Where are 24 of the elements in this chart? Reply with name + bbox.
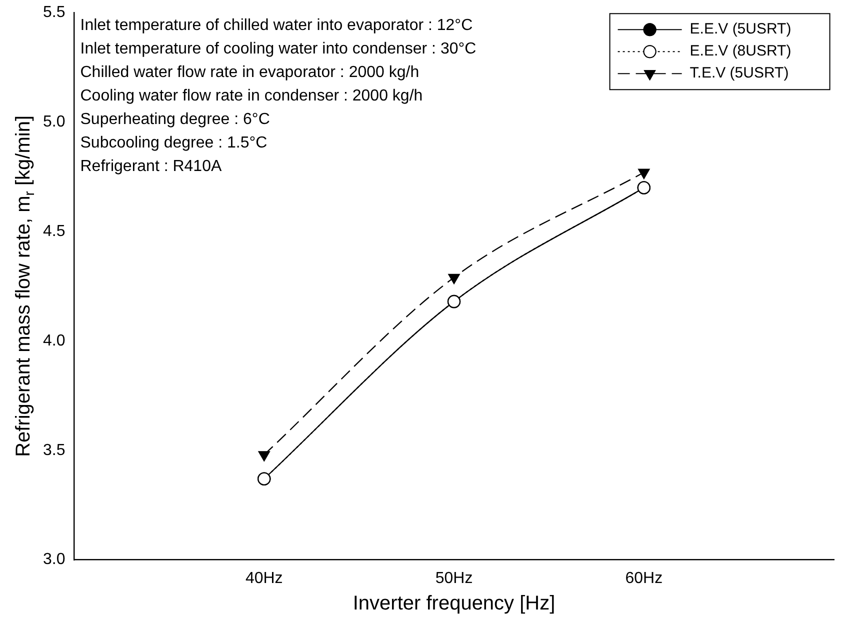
point xyxy=(258,451,270,462)
annotation: Chilled water flow rate in evaporator : 2000 kg/h xyxy=(80,64,420,82)
annotation: Inlet temperature of chilled water into evaporator : 12°C xyxy=(80,17,473,34)
x-tick-label: 50Hz xyxy=(435,570,473,587)
legend-label: E.E.V (5USRT) xyxy=(690,20,792,38)
annotation: Subcooling degree : 1.5°C xyxy=(80,134,268,152)
annotation: Inlet temperature of cooling water into condenser : 30°C xyxy=(80,40,476,58)
legend-label: T.E.V (5USRT) xyxy=(690,64,789,82)
y-tick-label: 4.5 xyxy=(42,222,66,240)
annotation: Superheating degree : 6°C xyxy=(80,111,270,128)
x-tick-label: 60Hz xyxy=(625,570,663,587)
point xyxy=(448,274,460,284)
y-tick-label: 3.5 xyxy=(42,442,66,459)
x-tick-label: 40Hz xyxy=(245,570,283,587)
y-tick-label: 4.0 xyxy=(42,332,66,350)
y-axis-title: Refrigerant mass flow rate, mr [kg/min] xyxy=(12,115,37,457)
annotation: Cooling water flow rate in condenser : 2000 kg/h xyxy=(80,88,423,105)
point xyxy=(638,168,650,179)
y-tick-label: 5.5 xyxy=(42,4,66,22)
legend-label: E.E.V (8USRT) xyxy=(690,42,792,60)
y-tick-label: 3.0 xyxy=(42,551,66,568)
y-tick-label: 5.0 xyxy=(42,113,66,130)
x-axis-title: Inverter frequency [Hz] xyxy=(352,592,556,615)
annotation: Refrigerant : R410A xyxy=(80,158,222,176)
